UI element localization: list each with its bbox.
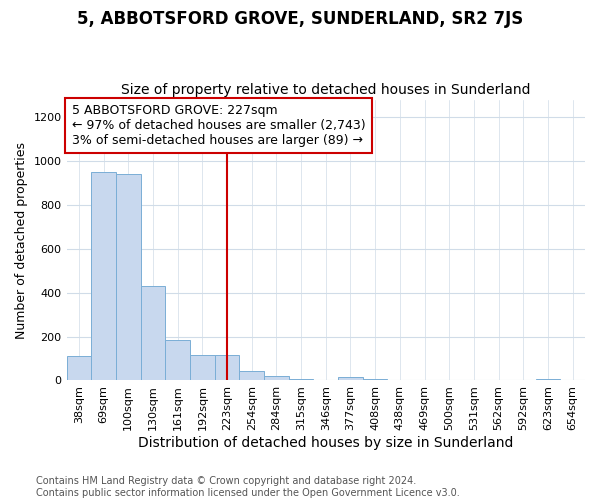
Text: Contains HM Land Registry data © Crown copyright and database right 2024.
Contai: Contains HM Land Registry data © Crown c… xyxy=(36,476,460,498)
Text: 5, ABBOTSFORD GROVE, SUNDERLAND, SR2 7JS: 5, ABBOTSFORD GROVE, SUNDERLAND, SR2 7JS xyxy=(77,10,523,28)
Bar xyxy=(116,174,140,380)
Bar xyxy=(239,370,264,380)
Bar xyxy=(165,340,190,380)
Bar xyxy=(91,172,116,380)
Bar xyxy=(338,377,363,380)
Bar xyxy=(190,355,215,380)
Bar xyxy=(215,355,239,380)
Bar xyxy=(264,376,289,380)
Y-axis label: Number of detached properties: Number of detached properties xyxy=(15,142,28,338)
Title: Size of property relative to detached houses in Sunderland: Size of property relative to detached ho… xyxy=(121,83,530,97)
Bar xyxy=(67,356,91,380)
Bar xyxy=(536,378,560,380)
X-axis label: Distribution of detached houses by size in Sunderland: Distribution of detached houses by size … xyxy=(138,436,514,450)
Text: 5 ABBOTSFORD GROVE: 227sqm
← 97% of detached houses are smaller (2,743)
3% of se: 5 ABBOTSFORD GROVE: 227sqm ← 97% of deta… xyxy=(72,104,365,147)
Bar xyxy=(140,286,165,380)
